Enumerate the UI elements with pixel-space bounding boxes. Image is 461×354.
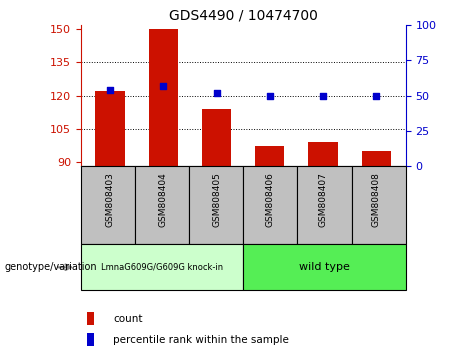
Bar (255, 147, 284, 166)
Text: GSM808404: GSM808404 (159, 173, 168, 227)
Bar (297, 166, 352, 244)
Bar (243, 244, 406, 290)
Text: GSM808406: GSM808406 (265, 173, 274, 228)
Text: GSM808407: GSM808407 (319, 173, 327, 228)
Point (319, 93, 327, 98)
Text: percentile rank within the sample: percentile rank within the sample (113, 335, 289, 345)
Point (106, 87, 114, 93)
Text: LmnaG609G/G609G knock-in: LmnaG609G/G609G knock-in (101, 263, 223, 272)
Point (213, 90, 220, 96)
Bar (361, 151, 391, 166)
Point (266, 93, 273, 98)
Bar (81, 244, 243, 290)
Bar (308, 142, 337, 166)
Bar (135, 166, 189, 244)
Bar (202, 109, 231, 166)
Bar (87, 333, 94, 346)
Point (372, 93, 380, 98)
Text: GSM808405: GSM808405 (212, 173, 221, 228)
Bar (352, 166, 406, 244)
Bar (87, 312, 94, 325)
Bar (149, 29, 178, 166)
Bar (243, 166, 297, 244)
Bar (95, 91, 125, 166)
Text: GSM808408: GSM808408 (372, 173, 381, 228)
Title: GDS4490 / 10474700: GDS4490 / 10474700 (169, 8, 318, 22)
Text: GSM808403: GSM808403 (106, 173, 115, 228)
Bar (189, 166, 243, 244)
Text: wild type: wild type (299, 262, 350, 272)
Point (160, 83, 167, 88)
Text: genotype/variation: genotype/variation (5, 262, 97, 272)
Text: count: count (113, 314, 142, 324)
Bar (81, 166, 135, 244)
